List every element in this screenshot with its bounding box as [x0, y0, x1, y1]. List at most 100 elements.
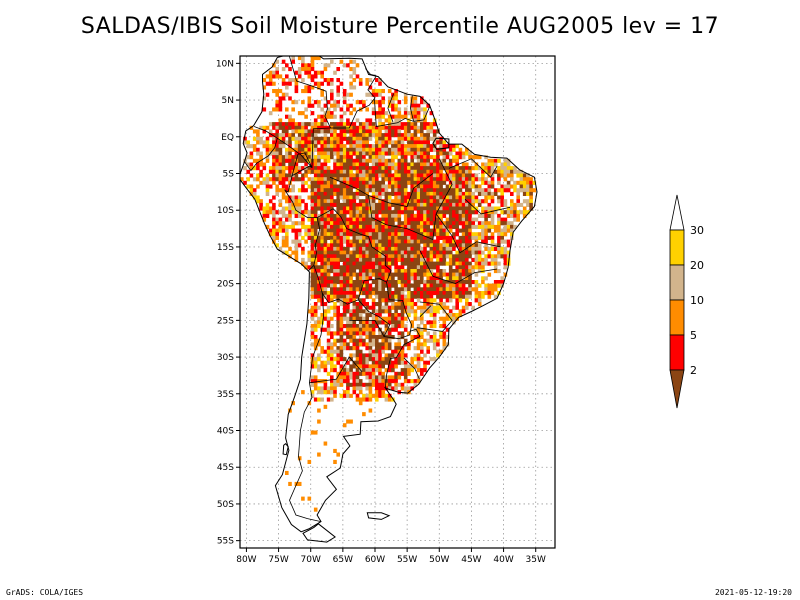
percentile-cell: [384, 346, 389, 351]
percentile-cell: [294, 254, 299, 259]
percentile-cell: [381, 364, 385, 369]
percentile-cell: [384, 353, 389, 358]
percentile-cell: [297, 166, 302, 171]
percentile-cell: [375, 184, 379, 189]
percentile-cell: [371, 184, 376, 189]
lat-label: 5N: [222, 96, 234, 106]
percentile-cell: [448, 287, 453, 292]
percentile-cell: [346, 151, 350, 156]
percentile-cell: [278, 74, 283, 79]
axis-labels: 10N5NEQ5S10S15S20S25S30S35S40S45S50S55S8…: [216, 59, 546, 565]
percentile-cell: [323, 280, 328, 285]
percentile-cell: [281, 158, 286, 163]
percentile-cell: [355, 250, 360, 255]
percentile-cell: [268, 70, 273, 75]
percentile-cell: [339, 353, 344, 358]
percentile-cell: [304, 125, 308, 130]
percentile-cell: [426, 184, 430, 189]
percentile-cell: [391, 364, 395, 369]
percentile-cell: [387, 125, 392, 130]
percentile-cell: [423, 133, 427, 138]
percentile-cell: [448, 169, 453, 174]
percentile-cell: [252, 166, 257, 171]
percentile-cell: [465, 232, 469, 237]
percentile-cell: [439, 335, 443, 340]
percentile-cell: [349, 338, 353, 343]
percentile-cell: [442, 291, 447, 296]
percentile-cell: [448, 166, 453, 171]
percentile-cell: [285, 158, 289, 163]
percentile-cell: [397, 232, 402, 237]
percentile-cell: [307, 257, 312, 262]
percentile-cell: [423, 221, 427, 226]
percentile-cell: [394, 180, 398, 185]
percentile-cell: [355, 397, 360, 402]
percentile-cell: [510, 177, 514, 182]
percentile-cell: [281, 235, 286, 240]
percentile-cell: [420, 213, 424, 218]
percentile-cell: [375, 246, 379, 251]
percentile-cell: [378, 195, 382, 200]
percentile-cell: [381, 206, 385, 211]
percentile-cell: [358, 276, 363, 281]
percentile-cell: [442, 338, 447, 343]
percentile-cell: [420, 147, 424, 152]
percentile-cell: [458, 291, 463, 296]
percentile-cell: [493, 206, 498, 211]
percentile-cell: [387, 246, 392, 251]
percentile-cell: [474, 287, 479, 292]
percentile-cell: [458, 243, 463, 248]
percentile-cell: [358, 129, 363, 134]
percentile-cell: [423, 136, 427, 141]
percentile-cell: [371, 206, 376, 211]
percentile-cell: [375, 133, 379, 138]
percentile-cell: [432, 169, 437, 174]
percentile-cell: [400, 243, 405, 248]
percentile-cell: [500, 202, 504, 207]
percentile-cell: [403, 283, 408, 288]
percentile-cell: [394, 272, 398, 277]
percentile-cell: [346, 324, 350, 329]
percentile-cell: [391, 133, 395, 138]
percentile-cell: [342, 129, 347, 134]
percentile-cell: [426, 210, 430, 215]
lon-label: 35W: [526, 555, 546, 565]
percentile-cell: [349, 92, 353, 97]
percentile-cell: [420, 107, 424, 112]
percentile-cell: [458, 166, 463, 171]
percentile-cell: [301, 144, 305, 149]
percentile-cell: [349, 265, 353, 270]
percentile-cell: [349, 298, 353, 303]
percentile-cell: [333, 291, 337, 296]
percentile-cell: [394, 360, 398, 365]
percentile-cell: [461, 162, 466, 167]
percentile-cell: [371, 327, 376, 332]
percentile-cell: [371, 335, 376, 340]
percentile-cell: [317, 85, 321, 90]
percentile-cell: [516, 210, 520, 215]
percentile-cell: [349, 368, 353, 373]
percentile-cell: [432, 158, 437, 163]
percentile-cell: [400, 228, 405, 233]
percentile-cell: [432, 254, 437, 259]
percentile-cell: [394, 280, 398, 285]
percentile-cell: [313, 397, 318, 402]
percentile-cell: [323, 118, 328, 123]
percentile-cell: [355, 371, 360, 376]
percentile-cell: [326, 291, 331, 296]
percentile-cell: [375, 144, 379, 149]
percentile-cell: [503, 169, 508, 174]
percentile-cell: [333, 379, 337, 384]
political-border: [384, 328, 421, 388]
percentile-cell: [310, 85, 315, 90]
percentile-cell: [487, 272, 492, 277]
percentile-cell: [497, 246, 501, 251]
percentile-cell: [387, 257, 392, 262]
percentile-cell: [307, 250, 312, 255]
percentile-cell: [368, 261, 373, 266]
percentile-cell: [407, 213, 411, 218]
percentile-cell: [352, 59, 357, 64]
percentile-cell: [407, 133, 411, 138]
percentile-cell: [391, 199, 395, 204]
percentile-cell: [371, 309, 376, 314]
